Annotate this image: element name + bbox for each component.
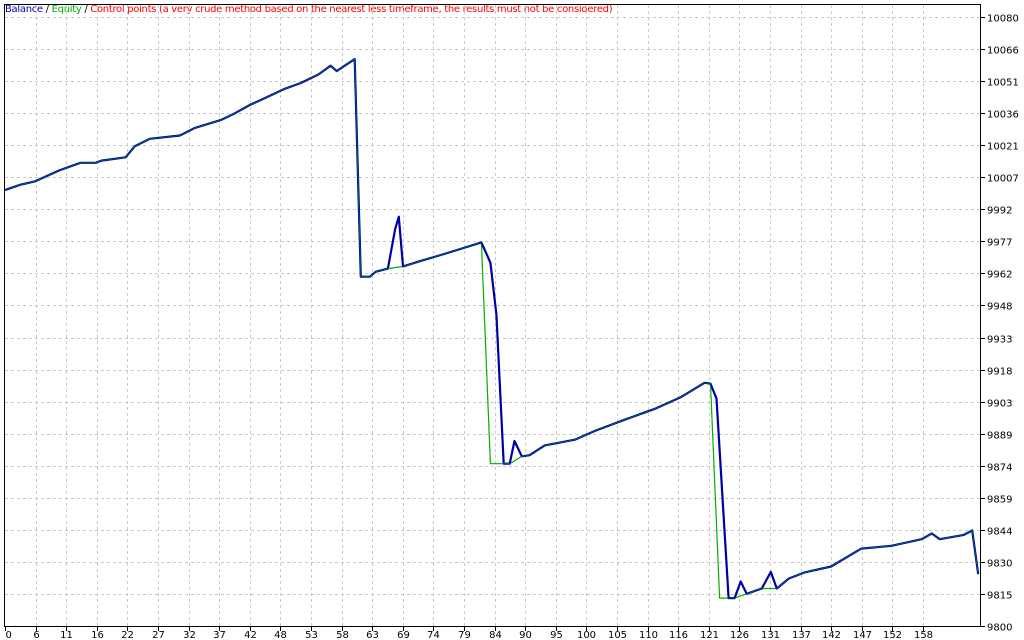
y-tick-label: 9889 [987, 431, 1012, 442]
x-tick-label: 116 [669, 630, 688, 640]
series-lines [4, 58, 980, 600]
legend-separator: / [42, 4, 52, 15]
balance-line [4, 58, 980, 600]
x-tick-label: 11 [60, 630, 73, 640]
y-tick-label: 9933 [987, 335, 1012, 346]
x-tick-label: 126 [730, 630, 749, 640]
x-tick-label: 16 [91, 630, 104, 640]
x-tick-label: 42 [244, 630, 257, 640]
x-tick-label: 79 [458, 630, 471, 640]
x-tick-label: 131 [761, 630, 780, 640]
y-tick-label: 9992 [987, 206, 1012, 217]
y-tick-label: 10080 [987, 14, 1019, 25]
grid [5, 5, 981, 626]
x-tick-label: 69 [397, 630, 410, 640]
x-tick-label: 121 [700, 630, 719, 640]
y-tick-label: 9844 [987, 527, 1012, 538]
y-tick-label: 9815 [987, 591, 1012, 602]
y-tick-label: 9977 [987, 238, 1012, 249]
x-tick-label: 110 [639, 630, 658, 640]
y-tick-label: 9859 [987, 495, 1012, 506]
x-tick-label: 84 [489, 630, 502, 640]
x-tick-label: 137 [792, 630, 811, 640]
y-tick-label: 9874 [987, 463, 1012, 474]
x-tick-label: 53 [305, 630, 318, 640]
legend-equity: Equity [51, 4, 82, 15]
x-tick-label: 158 [914, 630, 933, 640]
equity-line-overlay [4, 58, 979, 599]
x-axis: 0 6 11 16 22 27 32 37 42 48 53 58 63 69 74 79 84 90 95 100 1… [5, 627, 933, 640]
y-tick-label: 9800 [987, 623, 1012, 634]
x-tick-label: 142 [822, 630, 841, 640]
x-tick-label: 63 [366, 630, 379, 640]
x-tick-label: 22 [121, 630, 134, 640]
y-axis: 10080 10066 10051 10036 10021 10007 9992 9977 99… [981, 14, 1019, 634]
legend-control-points: Control points (a very crude method base… [90, 4, 613, 15]
x-tick-label: 152 [883, 630, 902, 640]
x-tick-label: 105 [608, 630, 627, 640]
x-tick-label: 58 [336, 630, 349, 640]
y-tick-label: 9903 [987, 399, 1012, 410]
x-tick-label: 90 [519, 630, 532, 640]
y-tick-label: 10021 [987, 142, 1019, 153]
x-tick-label: 100 [577, 630, 596, 640]
x-tick-label: 32 [183, 630, 196, 640]
x-tick-label: 147 [853, 630, 872, 640]
x-tick-label: 6 [33, 630, 39, 640]
y-tick-label: 9948 [987, 302, 1012, 313]
legend-separator: / [81, 4, 91, 15]
x-tick-label: 48 [274, 630, 287, 640]
x-tick-label: 74 [427, 630, 440, 640]
y-tick-label: 9962 [987, 270, 1012, 281]
x-tick-label: 0 [6, 630, 12, 640]
y-tick-label: 9918 [987, 367, 1012, 378]
y-tick-label: 10007 [987, 174, 1019, 185]
y-tick-label: 9830 [987, 559, 1012, 570]
y-tick-label: 10066 [987, 46, 1019, 57]
legend-balance: Balance [5, 4, 43, 15]
chart-legend: Balance / Equity / Control points (a ver… [5, 4, 613, 15]
x-tick-label: 37 [213, 630, 226, 640]
y-tick-label: 10036 [987, 110, 1019, 121]
plot-frame [4, 4, 981, 627]
x-tick-label: 95 [550, 630, 563, 640]
equity-line [4, 58, 979, 599]
y-tick-label: 10051 [987, 78, 1019, 89]
x-tick-label: 27 [152, 630, 165, 640]
